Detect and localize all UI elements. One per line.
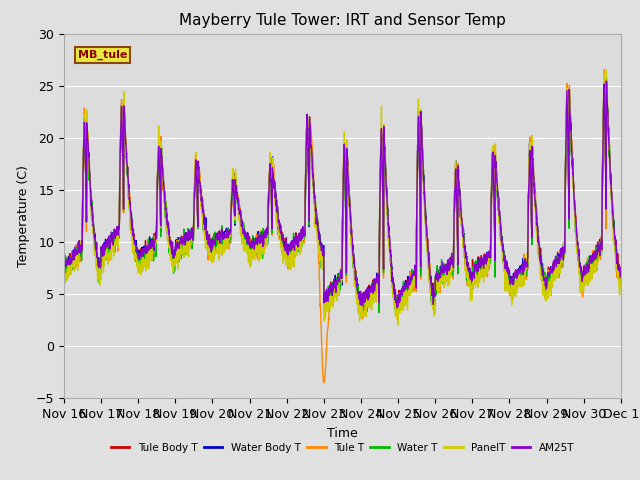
Text: MB_tule: MB_tule [78, 50, 127, 60]
Y-axis label: Temperature (C): Temperature (C) [17, 165, 30, 267]
Title: Mayberry Tule Tower: IRT and Sensor Temp: Mayberry Tule Tower: IRT and Sensor Temp [179, 13, 506, 28]
Legend: Tule Body T, Water Body T, Tule T, Water T, PanelT, AM25T: Tule Body T, Water Body T, Tule T, Water… [106, 439, 579, 457]
X-axis label: Time: Time [327, 427, 358, 440]
